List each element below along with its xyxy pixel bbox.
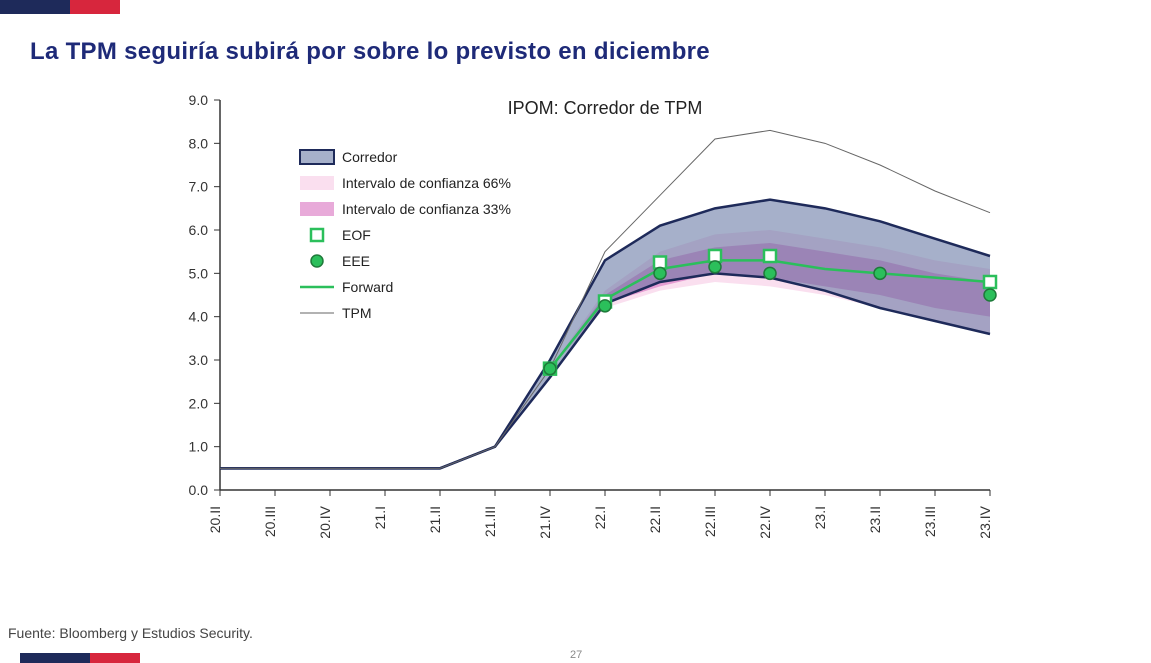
- accent-navy: [20, 653, 90, 663]
- svg-text:8.0: 8.0: [189, 135, 209, 151]
- svg-text:23.II: 23.II: [867, 506, 883, 533]
- svg-text:23.I: 23.I: [812, 506, 828, 529]
- svg-text:2.0: 2.0: [189, 395, 209, 411]
- svg-text:6.0: 6.0: [189, 222, 209, 238]
- svg-text:21.I: 21.I: [372, 506, 388, 529]
- slide-title: La TPM seguiría subirá por sobre lo prev…: [30, 38, 710, 66]
- svg-text:1.0: 1.0: [189, 439, 209, 455]
- svg-text:IPOM: Corredor de TPM: IPOM: Corredor de TPM: [508, 98, 703, 118]
- svg-text:4.0: 4.0: [189, 309, 209, 325]
- accent-bar-top: [0, 0, 120, 14]
- svg-text:Corredor: Corredor: [342, 149, 398, 165]
- accent-navy: [0, 0, 70, 14]
- page-number: 27: [570, 649, 582, 661]
- source-footer: Fuente: Bloomberg y Estudios Security.: [8, 625, 253, 641]
- accent-bar-bottom: [20, 653, 140, 663]
- accent-red: [70, 0, 120, 14]
- svg-text:Intervalo de confianza 33%: Intervalo de confianza 33%: [342, 201, 511, 217]
- svg-text:22.IV: 22.IV: [757, 505, 773, 538]
- svg-text:EOF: EOF: [342, 227, 371, 243]
- svg-text:22.II: 22.II: [647, 506, 663, 533]
- svg-text:23.IV: 23.IV: [977, 505, 993, 538]
- svg-text:20.IV: 20.IV: [317, 505, 333, 538]
- tpm-chart: 0.0 1.0 2.0 3.0 4.0 5.0 6.0 7.0 8.0 9.0 20.II 20.II…: [150, 90, 1010, 580]
- svg-text:3.0: 3.0: [189, 352, 209, 368]
- svg-text:0.0: 0.0: [189, 482, 209, 498]
- svg-text:20.II: 20.II: [207, 506, 223, 533]
- svg-text:Intervalo de confianza 66%: Intervalo de confianza 66%: [342, 175, 511, 191]
- svg-text:9.0: 9.0: [189, 92, 209, 108]
- svg-text:EEE: EEE: [342, 253, 370, 269]
- svg-text:TPM: TPM: [342, 305, 372, 321]
- accent-red: [90, 653, 140, 663]
- svg-text:21.IV: 21.IV: [537, 505, 553, 538]
- svg-text:22.III: 22.III: [702, 506, 718, 537]
- svg-text:5.0: 5.0: [189, 265, 209, 281]
- svg-text:22.I: 22.I: [592, 506, 608, 529]
- svg-text:20.III: 20.III: [262, 506, 278, 537]
- svg-text:7.0: 7.0: [189, 179, 209, 195]
- svg-text:Forward: Forward: [342, 279, 393, 295]
- svg-text:21.II: 21.II: [427, 506, 443, 533]
- svg-text:23.III: 23.III: [922, 506, 938, 537]
- svg-text:21.III: 21.III: [482, 506, 498, 537]
